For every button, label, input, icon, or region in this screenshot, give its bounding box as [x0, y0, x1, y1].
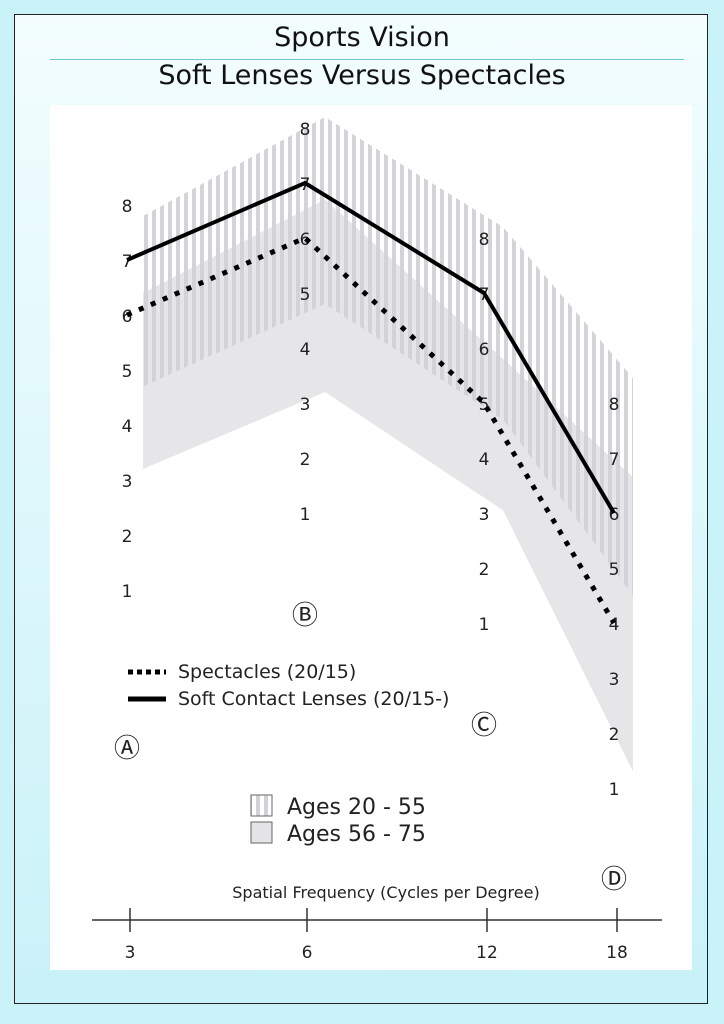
legend-swatch-ages-56-75 [250, 821, 273, 844]
legend-label-soft-lenses: Soft Contact Lenses (20/15-) [178, 688, 449, 710]
legend-label-ages-20-55: Ages 20 - 55 [287, 795, 426, 820]
scale-tick-label: 3 [609, 670, 620, 690]
scale-tick-label: 5 [609, 560, 620, 580]
scale-tick-label: 8 [479, 230, 490, 250]
scale-marker: Ⓒ [471, 711, 497, 741]
x-tick-label: 18 [606, 943, 628, 963]
scale-tick-label: 4 [609, 615, 620, 635]
scale-tick-label: 4 [122, 417, 133, 437]
scale-tick-label: 1 [479, 615, 490, 635]
x-axis-label: Spatial Frequency (Cycles per Degree) [232, 883, 539, 902]
x-tick-label: 12 [476, 943, 498, 963]
series-line-soft-lenses [126, 180, 616, 515]
scale-tick-label: 8 [609, 395, 620, 415]
chart-subtitle: Soft Lenses Versus Spectacles [158, 60, 566, 91]
legend-label-spectacles: Spectacles (20/15) [178, 661, 356, 683]
legend-swatch-ages-20-55 [250, 794, 273, 817]
scale-marker: Ⓐ [114, 734, 140, 764]
scale-tick-label: 4 [479, 450, 490, 470]
chart-title: Sports Vision [274, 22, 450, 53]
band-ages56-75 [143, 199, 633, 772]
scale-marker: Ⓓ [601, 865, 627, 895]
scale-tick-label: 2 [122, 527, 133, 547]
title-divider [50, 59, 684, 60]
scale-tick-label: 5 [300, 285, 311, 305]
scale-tick-label: 1 [122, 582, 133, 602]
scale-tick-label: 1 [609, 780, 620, 800]
scale-tick-label: 8 [122, 197, 133, 217]
scale-tick-label: 6 [122, 307, 133, 327]
scale-tick-label: 3 [122, 472, 133, 492]
scale-tick-label: 3 [479, 505, 490, 525]
scale-tick-label: 3 [300, 395, 311, 415]
scale-tick-label: 5 [479, 395, 490, 415]
x-tick-label: 6 [302, 943, 313, 963]
legend: Spectacles (20/15) Soft Contact Lenses (… [128, 661, 449, 847]
scale-tick-label: 4 [300, 340, 311, 360]
x-tick-label: 3 [125, 943, 136, 963]
scale-tick-label: 6 [609, 505, 620, 525]
scale-marker: Ⓑ [292, 601, 318, 631]
scale-tick-label: 7 [122, 252, 133, 272]
scale-tick-label: 2 [479, 560, 490, 580]
scale-tick-label: 8 [300, 120, 311, 140]
band-ages20-55 [143, 117, 633, 596]
legend-label-ages-56-75: Ages 56 - 75 [287, 822, 426, 847]
scale-tick-label: 5 [122, 362, 133, 382]
scale-tick-label: 1 [300, 505, 311, 525]
scale-tick-label: 2 [609, 725, 620, 745]
scale-tick-label: 6 [479, 340, 490, 360]
scale-tick-label: 2 [300, 450, 311, 470]
scale-tick-label: 7 [609, 450, 620, 470]
series-line-spectacles [126, 235, 617, 625]
